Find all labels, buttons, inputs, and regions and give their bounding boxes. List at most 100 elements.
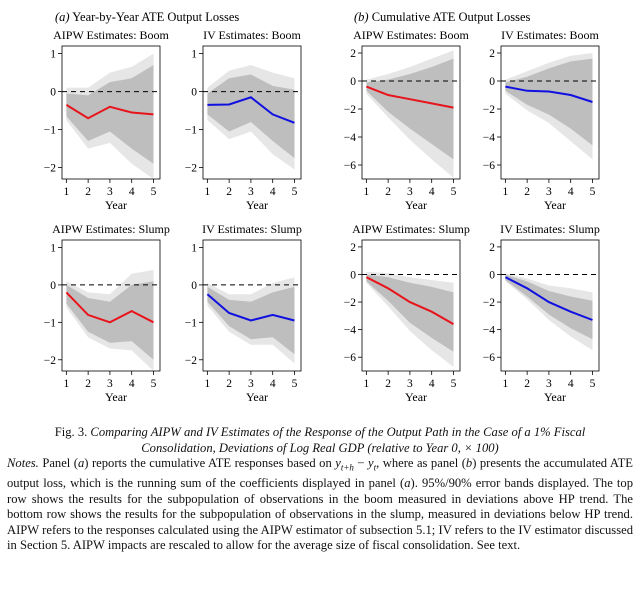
x-tick-label: 2 [85, 186, 91, 198]
y-tick-label: 0 [489, 76, 495, 88]
x-tick-label: 1 [363, 186, 369, 198]
y-tick-label: 2 [489, 242, 495, 254]
x-tick-label: 3 [248, 378, 254, 390]
figure-caption: Fig. 3. Comparing AIPW and IV Estimates … [7, 425, 633, 554]
x-axis-label: Year [405, 198, 427, 212]
chart-5: AIPW Estimates: Slump −2 −1 0 1 1 2 3 4 5 Year [44, 222, 170, 404]
x-axis-label: Year [544, 390, 566, 404]
notes-panel-a-ref: a [77, 456, 85, 470]
response-line [505, 85, 593, 103]
x-tick-label: 5 [292, 378, 298, 390]
x-tick-label: 2 [226, 378, 232, 390]
error-band-90 [66, 281, 154, 360]
x-tick-label: 3 [107, 186, 113, 198]
y-tick-label: 0 [191, 87, 197, 99]
plot-frame [202, 45, 302, 180]
x-tick-label: 3 [248, 186, 254, 198]
x-tick-label: 2 [524, 378, 530, 390]
caption-title-line2: Consolidation, Deviations of Log Real GD… [141, 440, 499, 455]
notes-formula: yt+h − yt [335, 456, 377, 473]
y-tick-label: 1 [191, 242, 197, 254]
plot-frame [61, 45, 161, 180]
x-tick-label: 1 [63, 378, 69, 390]
x-tick-label: 5 [590, 378, 596, 390]
chart-title: IV Estimates: Slump [202, 222, 302, 236]
chart-6: IV Estimates: Slump −2 −1 0 1 1 2 3 4 5 Year [185, 222, 302, 404]
response-line [207, 96, 295, 124]
chart-title: IV Estimates: Boom [501, 28, 599, 42]
error-band-90 [66, 65, 154, 164]
x-tick-label: 1 [363, 378, 369, 390]
response-line [366, 85, 454, 109]
y-tick-label: −1 [185, 125, 197, 137]
plot-frame [361, 45, 461, 180]
y-tick-label: 1 [191, 49, 197, 61]
response-line [504, 276, 593, 321]
y-tick-label: −6 [344, 160, 356, 172]
error-band-90 [505, 58, 593, 146]
y-tick-label: −4 [483, 325, 495, 337]
x-tick-label: 5 [151, 378, 157, 390]
y-tick-label: 0 [489, 269, 495, 281]
plot-frame [500, 239, 600, 372]
x-tick-label: 1 [63, 186, 69, 198]
chart-title: AIPW Estimates: Boom [353, 28, 469, 42]
notes-label: Notes. [7, 456, 39, 470]
x-tick-label: 3 [546, 378, 552, 390]
x-axis-label: Year [544, 198, 566, 212]
y-tick-label: 2 [350, 242, 356, 254]
chart-8: IV Estimates: Slump −6 −4 −2 0 2 1 2 3 4 5 Year [483, 222, 600, 404]
figure-3-chart-grid: (a) Year-by-Year ATE Output Losses (b) C… [44, 10, 600, 404]
y-tick-label: 1 [50, 242, 56, 254]
chart-7: AIPW Estimates: Slump −6 −4 −2 0 2 1 2 3 4 5 Year [344, 222, 470, 404]
response-line [206, 293, 295, 322]
x-tick-label: 3 [407, 186, 413, 198]
plot-frame [202, 239, 302, 372]
plot-frame [361, 239, 461, 372]
chart-4: IV Estimates: Boom −6 −4 −2 0 2 1 2 3 4 5 Year [483, 28, 600, 212]
chart-title: AIPW Estimates: Boom [53, 28, 169, 42]
plot-frame [61, 239, 161, 372]
x-tick-label: 2 [85, 378, 91, 390]
chart-title: AIPW Estimates: Slump [52, 222, 170, 236]
x-tick-label: 1 [204, 378, 210, 390]
y-tick-label: −4 [344, 132, 356, 144]
x-tick-label: 5 [292, 186, 298, 198]
x-tick-label: 2 [385, 378, 391, 390]
x-tick-label: 2 [385, 186, 391, 198]
chart-3: AIPW Estimates: Boom −6 −4 −2 0 2 1 2 3 4 5 Year [344, 28, 470, 212]
y-tick-label: −2 [483, 297, 495, 309]
y-tick-label: −1 [185, 317, 197, 329]
x-tick-label: 1 [502, 186, 508, 198]
plot-frame [500, 45, 600, 180]
y-tick-label: 0 [50, 280, 56, 292]
notes-text-2: ) reports the cumulative ATE responses b… [84, 456, 336, 470]
notes-text-5: ). 95%/90% error bands displayed. The to… [7, 476, 634, 553]
y-tick-label: −6 [483, 352, 495, 364]
chart-2: IV Estimates: Boom −2 −1 0 1 1 2 3 4 5 Year [185, 28, 302, 212]
x-tick-label: 3 [546, 186, 552, 198]
caption-title-line1: Comparing AIPW and IV Estimates of the R… [90, 425, 586, 439]
x-tick-label: 4 [568, 186, 574, 198]
caption-fig-label: Fig. 3. [54, 425, 88, 439]
response-line [65, 291, 154, 324]
x-tick-label: 1 [204, 186, 210, 198]
error-band-90 [207, 74, 295, 159]
y-tick-label: −2 [185, 163, 197, 175]
x-tick-label: 1 [502, 378, 508, 390]
y-tick-label: −6 [344, 352, 356, 364]
x-tick-label: 5 [451, 378, 457, 390]
x-axis-label: Year [246, 198, 268, 212]
x-axis-label: Year [246, 390, 268, 404]
panel-a-heading: (a) Year-by-Year ATE Output Losses [55, 10, 239, 24]
notes-panel-b-ref: b [465, 456, 473, 470]
error-band-90 [366, 58, 454, 160]
caption-notes: Notes. Panel (a) reports the cumulative … [7, 456, 633, 554]
x-tick-label: 5 [451, 186, 457, 198]
notes-panel-a-ref-2: a [404, 476, 411, 491]
x-tick-label: 4 [270, 378, 276, 390]
x-axis-label: Year [105, 198, 127, 212]
y-tick-label: −6 [483, 160, 495, 172]
y-tick-label: −2 [344, 104, 356, 116]
chart-title: IV Estimates: Slump [500, 222, 600, 236]
